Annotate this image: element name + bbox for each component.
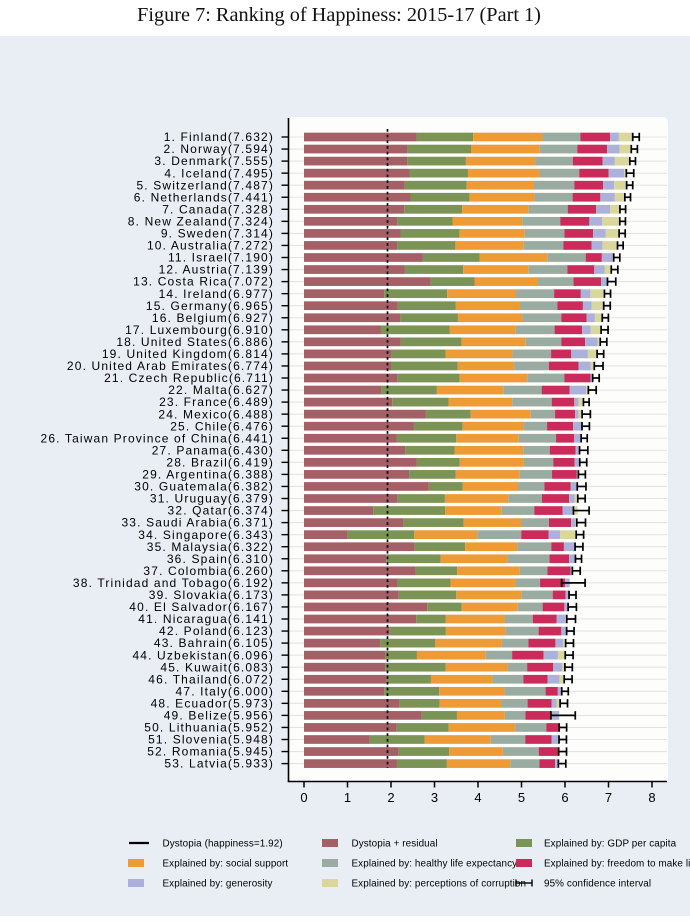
svg-text:1: 1 (344, 790, 351, 805)
svg-text:Dystopia (happiness=1.92): Dystopia (happiness=1.92) (163, 839, 283, 850)
svg-text:0: 0 (300, 790, 307, 805)
svg-text:53. Latvia(5.933): 53. Latvia(5.933) (164, 757, 274, 771)
svg-text:6: 6 (561, 790, 568, 805)
svg-text:95% confidence interval: 95% confidence interval (544, 879, 651, 890)
svg-text:Figure 7: Ranking of Happiness: Figure 7: Ranking of Happiness: 2015-17 … (137, 4, 541, 26)
svg-text:Explained by: social support: Explained by: social support (163, 859, 289, 870)
svg-text:3: 3 (431, 790, 438, 805)
svg-text:2: 2 (387, 790, 394, 805)
svg-text:5: 5 (518, 790, 525, 805)
svg-text:7: 7 (605, 790, 612, 805)
svg-text:Explained by: GDP per capita: Explained by: GDP per capita (544, 839, 677, 850)
svg-text:4: 4 (474, 790, 481, 805)
svg-text:8: 8 (648, 790, 655, 805)
svg-text:Explained by: healthy life exp: Explained by: healthy life expectancy (352, 859, 518, 870)
svg-text:Explained by: freedom to make: Explained by: freedom to make life choic… (544, 859, 690, 870)
svg-text:Explained by: perceptions of c: Explained by: perceptions of corruption (352, 879, 527, 890)
svg-text:Explained by: generosity: Explained by: generosity (163, 879, 273, 890)
svg-text:Dystopia + residual: Dystopia + residual (352, 839, 438, 850)
